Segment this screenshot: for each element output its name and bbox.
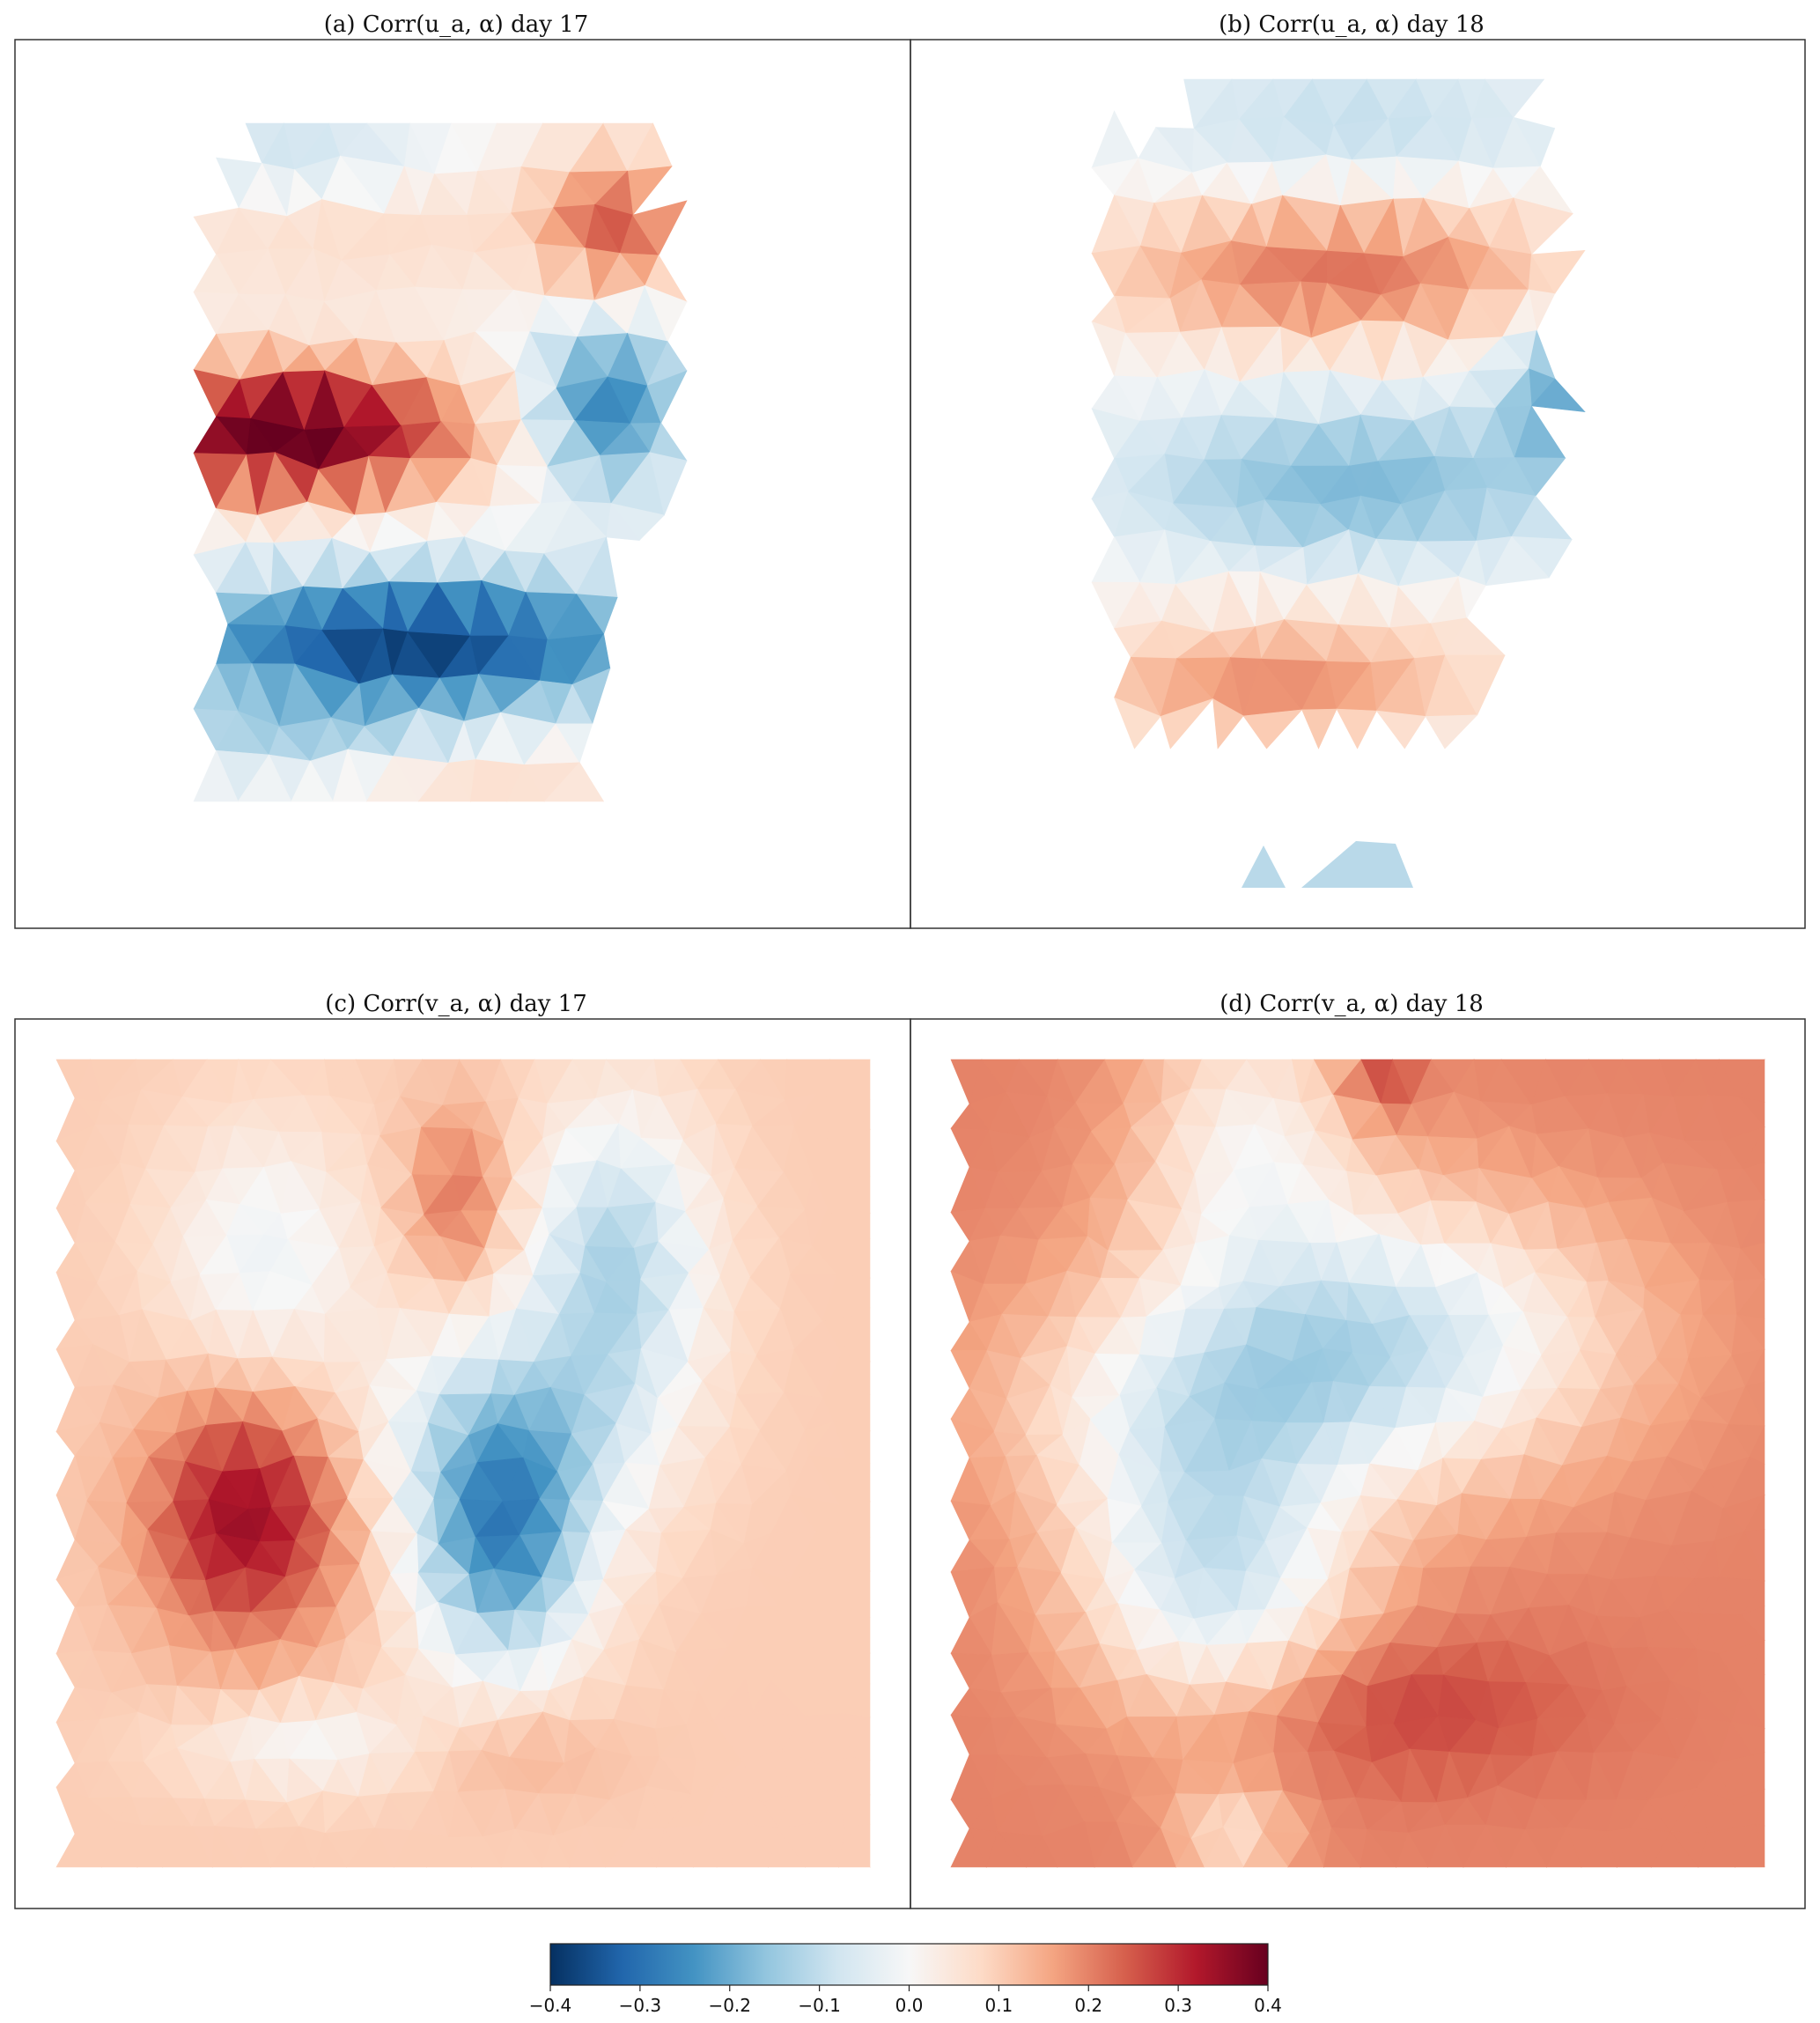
- panel-d-cell: [1094, 1820, 1133, 1868]
- panel-b-cell: [1485, 78, 1545, 118]
- panel-b-fragment: [1301, 841, 1356, 888]
- panel-c-cell: [768, 1827, 806, 1868]
- panel-a-cell: [543, 762, 605, 802]
- colorbar: [549, 1943, 1269, 1986]
- panel-c-cell: [211, 1825, 242, 1868]
- panel-d-cell: [1506, 1828, 1548, 1868]
- panel-b-cell: [1091, 110, 1139, 169]
- panel-b-cell: [1375, 710, 1426, 749]
- panel-a-cell: [237, 754, 292, 802]
- colorbar-tick-label: −0.4: [529, 1995, 572, 2016]
- panel-a-cell: [644, 284, 688, 343]
- panel-d-cell: [1616, 1827, 1652, 1868]
- panel-d-cell: [1359, 1828, 1397, 1868]
- panel-a-cell: [555, 723, 593, 764]
- panel-b-cell: [1485, 535, 1550, 587]
- colorbar-tick-label: 0.1: [984, 1995, 1013, 2016]
- panel-a-cell: [291, 760, 334, 802]
- panel-d-cell: [1203, 1827, 1244, 1868]
- panel-c-cell: [838, 1827, 871, 1868]
- panel-d-cell: [1057, 1820, 1095, 1868]
- panel-d-cell: [985, 1831, 1028, 1868]
- panel-c-cell: [269, 1826, 314, 1868]
- colorbar-tick-label: 0.2: [1074, 1995, 1102, 2016]
- panel-d-cell: [1698, 1832, 1736, 1868]
- panel-c-cell: [426, 1836, 473, 1868]
- panel-c-cell: [55, 1833, 102, 1868]
- panel-b-cell: [1301, 708, 1337, 749]
- panel-a-cell: [506, 764, 545, 802]
- panel-a-cell: [632, 200, 688, 256]
- panel-b-cell: [1444, 654, 1506, 716]
- panel-c-title: (c) Corr(v_a, α) day 17: [325, 991, 587, 1017]
- panel-d-cell: [1026, 1835, 1058, 1868]
- panel-a-title: (a) Corr(u_a, α) day 17: [324, 11, 589, 38]
- colorbar-tick-label: −0.3: [619, 1995, 662, 2016]
- colorbar-tick-label: 0.3: [1164, 1995, 1192, 2016]
- panel-b-frame: [910, 39, 1806, 929]
- panel-b-cell: [1530, 378, 1586, 412]
- panel-b-cell: [1242, 709, 1303, 749]
- panel-d-cell: [950, 1827, 987, 1868]
- panel-d-cell: [1463, 1824, 1507, 1868]
- panel-d-cell: [1242, 1831, 1289, 1868]
- panel-b-fragment: [1242, 845, 1286, 888]
- panel-d-heatmap: [950, 1059, 1765, 1869]
- panel-d-cell: [1650, 1831, 1699, 1868]
- colorbar-ticks: −0.4 −0.3 −0.2 −0.1 0.0 0.1 0.2 0.3 0.4: [529, 1985, 1282, 2016]
- panel-a-cell: [606, 502, 640, 541]
- panel-d-cell: [1581, 1830, 1617, 1868]
- panel-d-cell: [1131, 1827, 1176, 1868]
- panel-b-cell: [1212, 698, 1244, 749]
- panel-c-cell: [500, 1828, 542, 1868]
- panel-a-cell: [646, 370, 688, 424]
- panel-a-cell: [193, 749, 239, 802]
- panel-d-cell: [1546, 1827, 1582, 1868]
- panel-c-cell: [313, 1832, 348, 1868]
- panel-a-cell: [332, 748, 367, 802]
- colorbar-tick-label: 0.4: [1254, 1995, 1282, 2016]
- panel-c-cell: [394, 1829, 428, 1868]
- panel-d-cell: [1396, 1832, 1428, 1868]
- panel-b-cell: [1160, 698, 1214, 749]
- panel-a-cell: [470, 758, 508, 802]
- panel-b-cell: [1530, 249, 1586, 295]
- panel-a-cell: [365, 756, 419, 802]
- panel-c-cell: [240, 1827, 271, 1868]
- panel-c-cell: [716, 1823, 769, 1868]
- panel-d-cell: [1323, 1827, 1361, 1868]
- panel-a-cell: [417, 762, 471, 802]
- panel-d-frame: [910, 1018, 1806, 1909]
- colorbar-tick-label: 0.0: [895, 1995, 924, 2016]
- panel-c-cell: [345, 1827, 395, 1868]
- panel-a-cell: [649, 452, 688, 516]
- panel-c-cell: [136, 1824, 164, 1868]
- panel-c-cell: [604, 1829, 658, 1868]
- panel-b-fragment: [1356, 841, 1413, 888]
- panel-d-cell: [1735, 1823, 1765, 1868]
- panel-d-cell: [1287, 1832, 1324, 1868]
- panel-c-cell: [100, 1820, 138, 1868]
- panel-c-cell: [693, 1824, 718, 1868]
- panel-c-cell: [656, 1827, 695, 1868]
- colorbar-tick-label: −0.1: [798, 1995, 841, 2016]
- panel-c-cell: [804, 1821, 840, 1868]
- panel-c-cell: [162, 1826, 213, 1868]
- panel-c-cell: [541, 1835, 571, 1868]
- colorbar-tick-label: −0.2: [708, 1995, 751, 2016]
- panel-b-cell: [1113, 697, 1161, 749]
- panel-d-cell: [1426, 1824, 1464, 1868]
- panel-b-heatmap: [1091, 78, 1586, 888]
- panel-c-heatmap: [55, 1058, 871, 1869]
- panel-c-cell: [569, 1824, 606, 1868]
- panel-b-title: (b) Corr(u_a, α) day 18: [1219, 11, 1485, 38]
- panel-d-cell: [1175, 1838, 1205, 1868]
- panel-b-cell: [1336, 708, 1377, 749]
- panel-b-cell: [1425, 714, 1478, 749]
- panel-b-cell: [1458, 576, 1486, 619]
- panel-d-title: (d) Corr(v_a, α) day 18: [1219, 991, 1484, 1017]
- panel-c-cell: [471, 1835, 502, 1868]
- panel-a-heatmap: [193, 122, 688, 802]
